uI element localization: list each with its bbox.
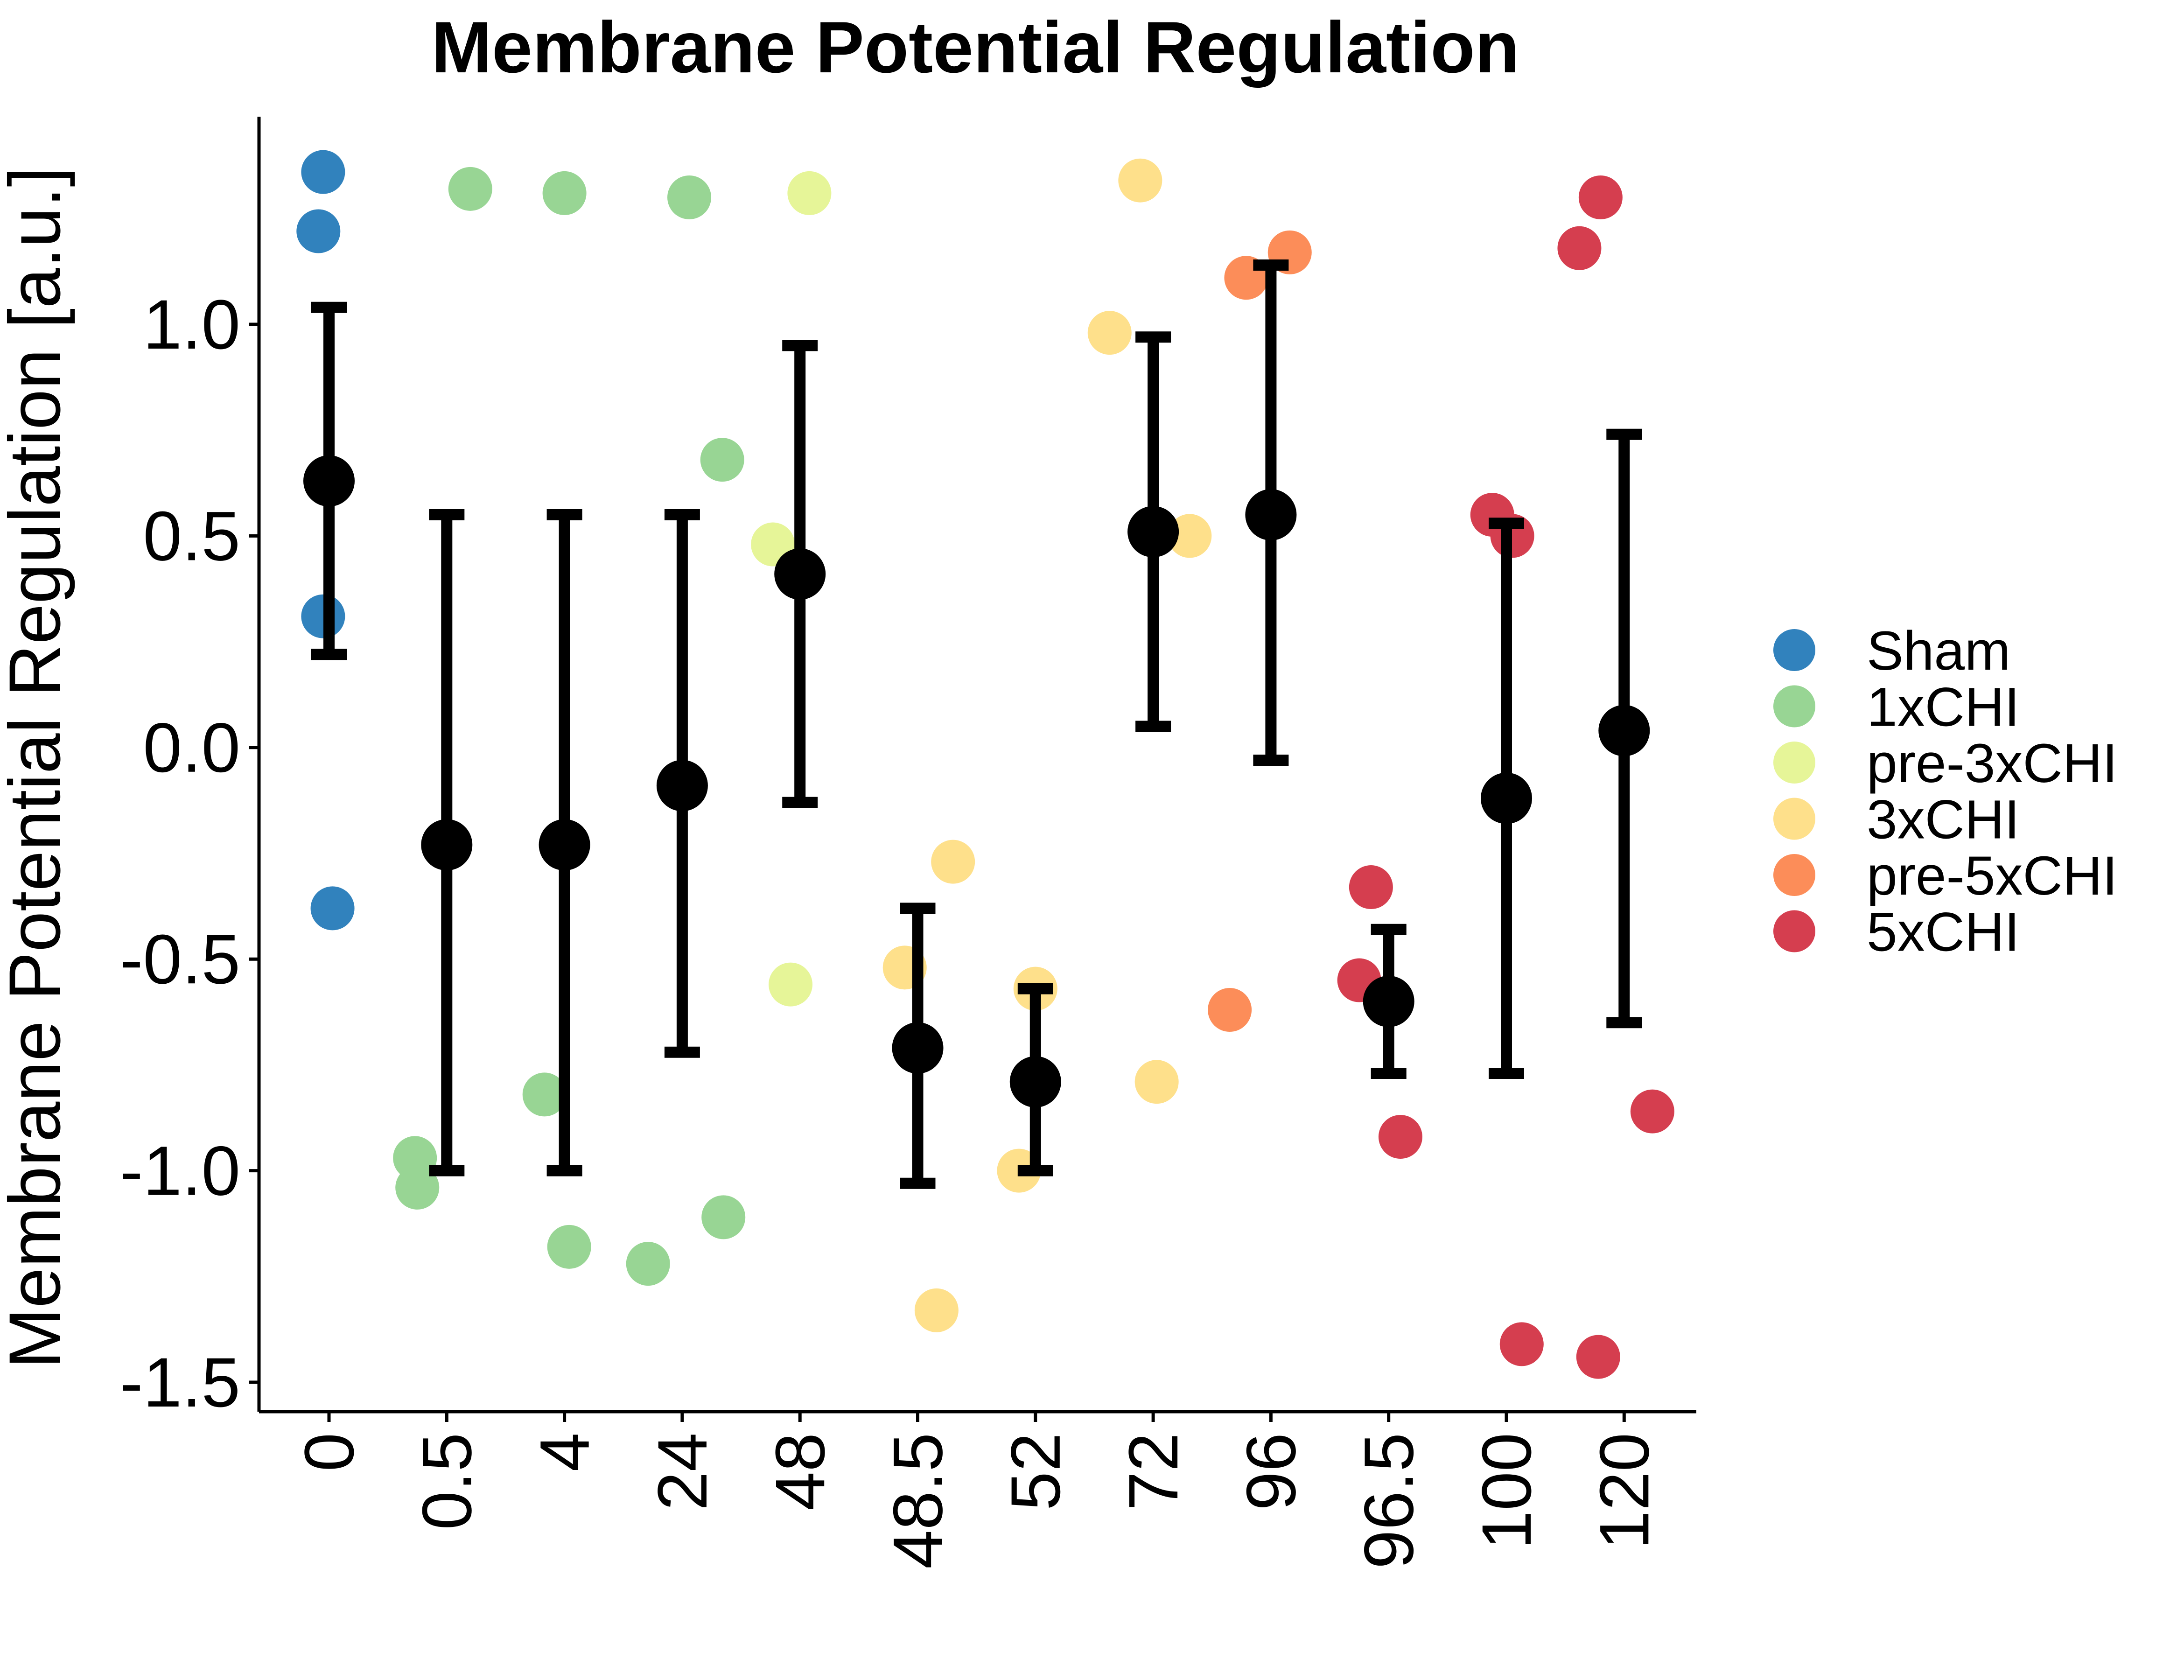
point-5xchi — [1576, 1335, 1620, 1379]
error-bar — [539, 509, 590, 1176]
point-5xchi — [1578, 175, 1623, 219]
point-1xchi — [522, 1072, 567, 1117]
y-tick-label: -0.5 — [120, 920, 240, 998]
mean-point — [656, 760, 708, 812]
x-tick-label: 48.5 — [879, 1433, 957, 1569]
error-bar — [774, 340, 826, 808]
y-tick-label: -1.5 — [120, 1343, 240, 1421]
y-tick-label: -1.0 — [120, 1132, 240, 1210]
point-5xchi — [1349, 865, 1393, 910]
legend-label: pre-5xCHI — [1867, 845, 2118, 907]
point-3xchi — [931, 840, 975, 884]
x-tick-label: 96 — [1232, 1433, 1310, 1511]
point-3xchi — [1118, 158, 1162, 203]
x-tick-label: 120 — [1585, 1433, 1663, 1549]
legend-label: 5xCHI — [1867, 902, 2020, 963]
x-tick-label: 72 — [1114, 1433, 1192, 1511]
legend-item: 5xCHI — [1773, 902, 2020, 963]
x-tick-label: 96.5 — [1350, 1433, 1428, 1569]
y-tick-label: 0.0 — [143, 708, 240, 787]
mean-point — [774, 548, 826, 600]
legend-label: 1xCHI — [1867, 677, 2020, 738]
mean-point — [1598, 705, 1650, 756]
point-1xchi — [547, 1225, 591, 1269]
error-bar — [1245, 259, 1297, 766]
legend-item: pre-3xCHI — [1773, 733, 2118, 794]
legend-label: Sham — [1867, 620, 2010, 682]
point-5xchi — [1630, 1089, 1674, 1134]
mean-point — [303, 455, 355, 507]
legend-label: 3xCHI — [1867, 789, 2020, 851]
point-sham — [296, 209, 341, 253]
legend-swatch — [1773, 685, 1815, 728]
axes: 1.0 0.5 0.0 -0.5 -1.0 -1.5 0 0.5 4 24 48 48.5 52 72 96… — [120, 117, 1696, 1569]
x-tick-label: 52 — [996, 1433, 1075, 1511]
legend-swatch — [1773, 742, 1815, 784]
point-1xchi — [700, 438, 744, 482]
x-tick-label: 100 — [1467, 1433, 1546, 1549]
error-bar — [303, 301, 355, 660]
mean-point — [421, 819, 473, 871]
point-sham — [301, 150, 345, 194]
error-bar — [421, 509, 473, 1176]
mean-point — [1009, 1056, 1061, 1108]
error-bar — [1127, 331, 1179, 732]
legend-item: 1xCHI — [1773, 677, 2020, 738]
mean-point — [539, 819, 590, 871]
x-tick-label: 0 — [290, 1433, 368, 1471]
error-bar — [1598, 428, 1650, 1029]
point-5xchi — [1378, 1115, 1422, 1159]
y-tick-label: 0.5 — [143, 497, 240, 575]
point-3xchi — [1168, 514, 1212, 558]
point-5xchi — [1499, 1322, 1544, 1366]
error-bar — [656, 509, 708, 1058]
point-3xchi — [914, 1288, 959, 1332]
mean-point — [1127, 506, 1179, 558]
point-sham — [310, 886, 355, 931]
legend-swatch — [1773, 798, 1815, 840]
legend-swatch — [1773, 854, 1815, 896]
data-points — [296, 150, 1674, 1379]
x-tick-label: 24 — [643, 1433, 721, 1511]
error-bar — [1363, 924, 1414, 1079]
point-1xchi — [448, 167, 492, 211]
legend-item: 3xCHI — [1773, 789, 2020, 851]
point-1xchi — [626, 1242, 670, 1286]
point-1xchi — [667, 175, 712, 219]
x-tick-label: 4 — [525, 1433, 604, 1471]
legend-item: Sham — [1773, 620, 2010, 682]
point-5xchi — [1557, 226, 1602, 270]
y-axis-label: Membrane Potential Regulation [a.u.] — [0, 167, 76, 1369]
point-1xchi — [542, 171, 587, 215]
mean-error-bars — [303, 259, 1650, 1189]
point-3xchi — [1134, 1060, 1179, 1104]
chart-title: Membrane Potential Regulation — [431, 7, 1519, 88]
legend-swatch — [1773, 910, 1815, 952]
mean-point — [1245, 489, 1297, 541]
point-3xchi — [1087, 311, 1132, 355]
legend-item: pre-5xCHI — [1773, 845, 2118, 907]
legend-label: pre-3xCHI — [1867, 733, 2118, 794]
error-bar — [1481, 518, 1532, 1079]
point-pre-3xchi — [769, 962, 813, 1007]
mean-point — [1481, 772, 1532, 824]
point-sham — [301, 594, 345, 638]
point-1xchi — [395, 1165, 440, 1210]
x-tick-label: 0.5 — [407, 1433, 486, 1530]
point-1xchi — [701, 1195, 746, 1239]
error-bar — [1009, 983, 1061, 1176]
error-bar — [892, 903, 944, 1189]
y-tick-label: 1.0 — [143, 285, 240, 364]
point-pre-5xchi — [1208, 988, 1252, 1032]
x-tick-label: 48 — [761, 1433, 839, 1511]
point-pre-3xchi — [787, 171, 832, 215]
legend-swatch — [1773, 629, 1815, 671]
mean-point — [892, 1022, 944, 1074]
mean-point — [1363, 975, 1414, 1027]
